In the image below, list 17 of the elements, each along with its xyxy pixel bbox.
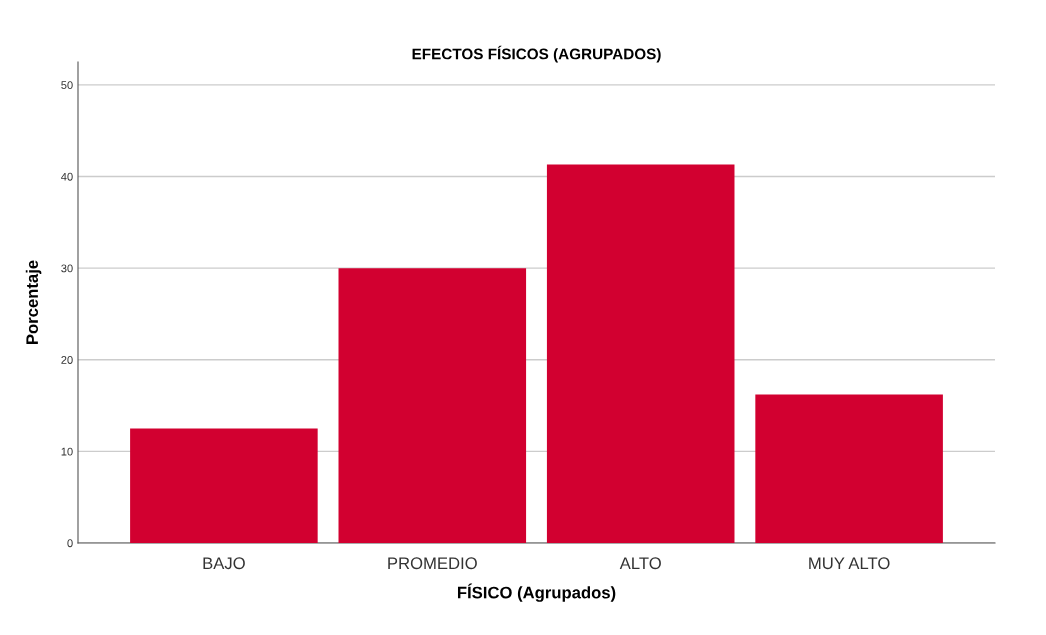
y-tick-label: 30 bbox=[61, 264, 73, 273]
x-tick-label: PROMEDIO bbox=[388, 557, 477, 570]
bar bbox=[338, 268, 527, 543]
bar bbox=[755, 394, 943, 543]
y-axis-title: Porcentaje bbox=[25, 260, 42, 344]
x-axis-title: FÍSICO (Agrupados) bbox=[457, 583, 616, 602]
bar bbox=[130, 428, 318, 543]
x-tick-label: ALTO bbox=[619, 557, 661, 570]
y-tick-label: 20 bbox=[61, 356, 73, 364]
y-tick-label: 10 bbox=[61, 447, 73, 456]
x-tick-label: BAJO bbox=[203, 557, 245, 570]
y-tick-label: 50 bbox=[61, 81, 73, 90]
y-tick-label: 0 bbox=[67, 539, 73, 548]
y-tick-label: 40 bbox=[61, 172, 73, 181]
bar bbox=[546, 164, 735, 543]
x-tick-label: MUY ALTO bbox=[809, 557, 890, 570]
chart-title: EFECTOS FÍSICOS (AGRUPADOS) bbox=[412, 45, 661, 63]
